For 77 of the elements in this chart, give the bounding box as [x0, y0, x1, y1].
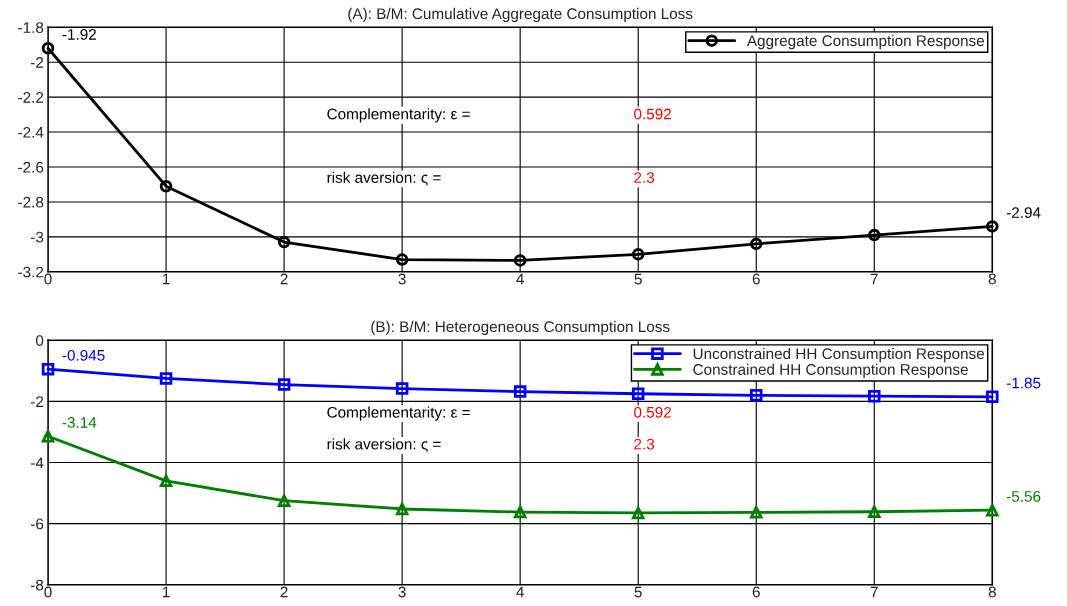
point [513, 505, 527, 519]
point [986, 503, 999, 517]
y-tick-label: -6 [30, 518, 44, 530]
x-tick-label: 4 [516, 273, 524, 285]
y-tick-label: -3.2 [18, 266, 44, 278]
point [631, 387, 645, 401]
x-tick-label: 2 [280, 273, 288, 285]
x-tick-label: 7 [870, 273, 878, 285]
point [749, 389, 763, 402]
data-label: -1.92 [62, 29, 96, 40]
point [41, 429, 55, 443]
annotation: 0.592 [634, 406, 671, 418]
legend-label: Unconstrained HH Consumption Response [693, 347, 985, 363]
point [159, 179, 173, 193]
point [277, 235, 291, 249]
chart-title: (A): B/M: Cumulative Aggregate Consumption Loss [348, 7, 693, 23]
legend-label: Aggregate Consumption Response [746, 34, 985, 50]
data-label: -0.945 [62, 349, 105, 361]
point [395, 382, 409, 395]
x-tick-label: 2 [280, 586, 288, 598]
point [868, 505, 881, 518]
data-label: -1.85 [1006, 377, 1041, 389]
x-tick-label: 3 [398, 273, 406, 285]
data-label: -3.14 [62, 417, 97, 428]
point [277, 378, 291, 391]
x-tick-label: 3 [398, 586, 406, 598]
point [986, 390, 999, 404]
annotation: 2.3 [634, 438, 655, 450]
point [159, 474, 173, 488]
x-tick-label: 8 [988, 586, 996, 598]
y-tick-label: -2.4 [18, 126, 44, 138]
x-tick-label: 1 [162, 273, 170, 285]
y-tick-label: -8 [30, 579, 44, 591]
point [395, 253, 409, 266]
annotation: 0.592 [634, 108, 671, 120]
y-tick-label: -4 [30, 457, 44, 469]
point [277, 494, 291, 507]
x-tick-label: 0 [44, 586, 52, 598]
point [749, 237, 763, 251]
point [41, 41, 55, 55]
annotation: Complementarity: ε = [327, 108, 470, 123]
y-tick-label: -2.6 [18, 161, 44, 173]
x-tick-label: 7 [870, 586, 878, 598]
point [631, 506, 645, 520]
legend-label: Constrained HH Consumption Response [693, 363, 968, 378]
x-tick-label: 1 [162, 586, 170, 598]
point [868, 389, 881, 403]
y-tick-label: -1.8 [18, 22, 44, 33]
x-tick-label: 6 [752, 273, 760, 285]
data-label: -2.94 [1006, 207, 1041, 218]
point [513, 385, 527, 398]
x-tick-label: 5 [634, 273, 642, 285]
point [749, 506, 763, 519]
chart-title: (B): B/M: Heterogeneous Consumption Loss [371, 320, 670, 336]
y-tick-label: -2.8 [18, 196, 44, 208]
annotation: risk aversion: ς = [327, 171, 441, 186]
y-tick-label: -2 [30, 396, 44, 407]
x-tick-label: 8 [988, 273, 996, 285]
annotation: Complementarity: ε = [327, 406, 470, 421]
x-tick-label: 5 [634, 586, 642, 598]
point [41, 362, 55, 376]
x-tick-label: 4 [516, 586, 524, 598]
point [395, 502, 409, 516]
point [631, 248, 645, 261]
annotation: 2.3 [634, 172, 655, 183]
y-tick-label: -3 [30, 231, 44, 243]
point [513, 254, 527, 267]
x-tick-label: 0 [44, 273, 52, 285]
y-tick-label: -2.2 [18, 92, 44, 103]
data-label: -5.56 [1006, 490, 1041, 502]
y-tick-label: -2 [30, 57, 44, 68]
annotation: risk aversion: ς = [327, 438, 441, 452]
point [986, 220, 999, 233]
y-tick-label: 0 [35, 335, 44, 346]
x-tick-label: 6 [752, 586, 760, 598]
point [159, 372, 173, 385]
point [868, 228, 881, 242]
